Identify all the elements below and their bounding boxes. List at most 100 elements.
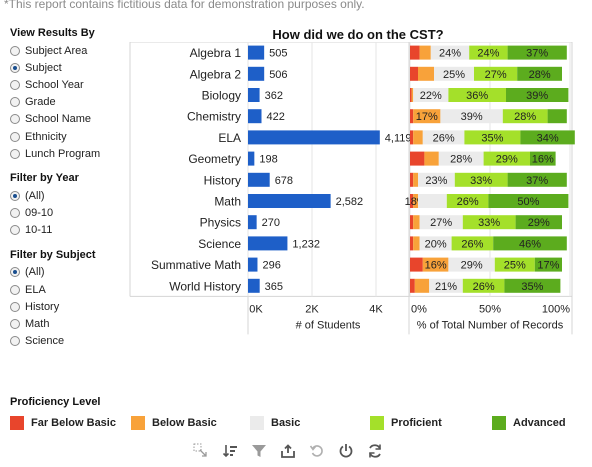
student-count-label: 198 [259,154,277,166]
view-results-option-school-name[interactable]: School Name [10,111,135,128]
radio-button-icon[interactable] [10,148,20,159]
view-results-option-ethnicity[interactable]: Ethnicity [10,128,135,145]
legend: Proficiency Level Far Below Basic Below B… [10,396,585,432]
proficiency-segment-advanced [534,257,562,272]
sort-icon[interactable] [219,440,241,462]
option-label: ELA [25,283,46,296]
highlight-icon[interactable] [190,440,212,462]
year-option-10-11[interactable]: 10-11 [10,222,135,239]
proficiency-segment-advanced [504,278,561,293]
view-results-option-school-year[interactable]: School Year [10,76,135,93]
option-label: (All) [25,266,45,279]
year-filter-group: Filter by Year (All) 09-10 10-11 [10,172,135,239]
segment-label: 26% [461,238,483,250]
radio-button-icon[interactable] [10,319,20,330]
student-count-bar [248,257,258,272]
option-label: Lunch Program [25,147,101,160]
subject-option-all[interactable]: (All) [10,264,135,281]
segment-label: 33% [470,175,492,187]
student-count-bar [248,109,262,124]
radio-button-icon[interactable] [10,301,20,312]
legend-swatch [492,416,506,430]
segment-label: 26% [433,132,455,144]
segment-label: 27% [485,69,507,81]
legend-item-advanced[interactable]: Advanced [492,416,566,430]
segment-label: 24% [439,48,461,60]
radio-button-icon[interactable] [10,45,20,56]
student-count-label: 422 [267,111,285,123]
power-icon[interactable] [335,440,357,462]
proficiency-segment-advanced [506,88,569,102]
radio-button-icon[interactable] [10,97,20,108]
proficiency-segment-below-basic [411,88,414,102]
category-label: Biology [202,89,241,103]
proficiency-segment-proficient [494,257,535,272]
year-option-all[interactable]: (All) [10,187,135,204]
student-count-bar [248,278,260,293]
proficiency-segment-basic [440,109,503,124]
radio-button-icon[interactable] [10,284,20,295]
refresh-icon[interactable] [364,440,386,462]
undo-icon[interactable] [306,440,328,462]
legend-item-below-basic[interactable]: Below Basic [131,416,217,430]
segment-label: 37% [526,48,548,60]
proficiency-segment-below-basic [414,278,430,293]
radio-button-icon[interactable] [10,267,20,278]
proficiency-segment-below-basic [422,257,449,272]
legend-label: Proficient [391,417,442,429]
radio-button-icon[interactable] [10,131,20,142]
view-results-group: View Results By Subject Area Subject Schoo… [10,27,135,162]
student-count-label: 2,582 [336,196,364,208]
student-count-bar [248,45,265,60]
view-results-option-grade[interactable]: Grade [10,94,135,111]
proficiency-segment-proficient [462,215,516,230]
radio-button-icon[interactable] [10,208,20,219]
proficiency-segment-far-below-basic [410,194,414,208]
proficiency-segment-proficient [474,66,518,81]
legend-item-proficient[interactable]: Proficient [370,416,442,430]
proficiency-segment-below-basic [413,172,418,187]
segment-label: 27% [430,217,452,229]
option-label: (All) [25,189,45,202]
x-axis-title: # of Students [296,319,361,331]
view-results-title: View Results By [10,27,95,39]
year-option-09-10[interactable]: 09-10 [10,205,135,222]
proficiency-segment-basic [448,257,495,272]
radio-button-icon[interactable] [10,114,20,125]
segment-label: 35% [481,132,503,144]
category-label: Chemistry [187,110,241,124]
radio-button-icon[interactable] [10,336,20,347]
subject-option-history[interactable]: History [10,298,135,315]
student-count-bar [248,215,257,230]
segment-label: 22% [420,90,442,102]
student-count-bar [248,66,265,81]
radio-button-icon[interactable] [10,79,20,90]
proficiency-segment-advanced [547,109,567,124]
proficiency-segment-advanced [530,151,556,166]
legend-swatch [10,416,24,430]
legend-item-basic[interactable]: Basic [250,416,300,430]
view-results-option-subject[interactable]: Subject [10,59,135,76]
legend-swatch [250,416,264,430]
view-results-option-lunch-program[interactable]: Lunch Program [10,145,135,162]
proficiency-segment-proficient [483,151,530,166]
subject-option-ela[interactable]: ELA [10,281,135,298]
legend-item-far-below-basic[interactable]: Far Below Basic [10,416,116,430]
toolbar [190,440,400,462]
proficiency-segment-basic [419,236,452,251]
radio-button-icon[interactable] [10,62,20,73]
subject-option-math[interactable]: Math [10,315,135,332]
proficiency-segment-far-below-basic [410,257,423,272]
category-label: Algebra 2 [190,67,242,81]
view-results-option-subject-area[interactable]: Subject Area [10,42,135,59]
radio-button-icon[interactable] [10,225,20,236]
filter-icon[interactable] [248,440,270,462]
legend-items: Far Below Basic Below Basic Basic Proficien… [10,416,585,432]
option-label: Math [25,318,50,331]
export-icon[interactable] [277,440,299,462]
subject-option-science[interactable]: Science [10,333,135,350]
option-label: Science [25,335,65,348]
radio-button-icon[interactable] [10,190,20,201]
segment-label: 35% [521,281,543,293]
category-label: Algebra 1 [190,46,242,60]
